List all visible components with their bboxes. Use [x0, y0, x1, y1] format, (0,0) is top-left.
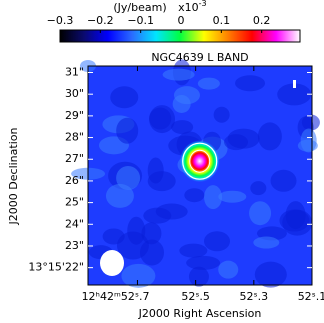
noise-blob	[257, 122, 282, 151]
x-tick-label: 52ˢ.5	[181, 290, 210, 303]
noise-blob	[102, 228, 125, 245]
noise-blob	[270, 169, 297, 192]
frame	[87, 65, 313, 286]
noise-blob	[254, 261, 287, 288]
noise-blob	[186, 255, 221, 270]
x-axis-label: J2000 Right Ascension	[138, 307, 262, 320]
noise-blob	[116, 117, 139, 144]
x-tick-label: 12ʰ42ᵐ52ˢ.7	[82, 290, 150, 303]
stokes-marker	[293, 80, 296, 88]
noise-blob	[227, 128, 260, 149]
colorbar-label: (Jy/beam) x10-3	[113, 0, 206, 14]
noise-blob	[282, 209, 313, 236]
noise-blob	[127, 216, 146, 245]
noise-blob	[110, 86, 139, 109]
y-tick-label: 23"	[65, 239, 84, 252]
noise-blob	[297, 139, 318, 152]
noise-blob	[277, 83, 312, 106]
colorbar-tick-label: −0.2	[87, 14, 114, 27]
y-tick-label: 31"	[65, 66, 84, 79]
noise-blob	[301, 114, 320, 131]
beam	[100, 250, 124, 276]
colorbar-tick-label: 0	[178, 14, 185, 27]
y-tick-label: 28"	[65, 131, 84, 144]
contour	[182, 142, 218, 180]
y-tick-label: 25"	[65, 196, 84, 209]
contour	[189, 149, 211, 173]
noise-blob	[204, 231, 231, 252]
noise-blob	[143, 207, 172, 224]
noise-blob	[213, 106, 230, 123]
noise-blob	[171, 120, 194, 135]
noise-blob	[149, 105, 176, 134]
colorbar-tick-label: 0.2	[253, 14, 271, 27]
colorbar-tick-label: −0.3	[47, 14, 74, 27]
noise-blob	[218, 260, 239, 279]
noise-blob	[141, 222, 162, 245]
colorbar-tick-label: 0.1	[213, 14, 231, 27]
y-tick-label: 30"	[65, 87, 84, 100]
y-tick-label: 26"	[65, 174, 84, 187]
noise-blob	[253, 236, 280, 249]
noise-blob	[249, 201, 272, 226]
noise-blob	[147, 157, 164, 184]
y-axis-label: J2000 Declination	[7, 128, 20, 226]
colorbar-tick-label: −0.1	[127, 14, 154, 27]
noise-blob	[197, 77, 220, 90]
noise-blob	[188, 266, 209, 287]
noise-blob	[179, 243, 208, 258]
noise-blob	[184, 188, 205, 203]
noise-blob	[235, 75, 266, 92]
y-tick-label: 13°15'22"	[28, 261, 84, 274]
colorbar	[59, 29, 301, 43]
noise-blob	[162, 68, 195, 81]
x-tick-label: 52ˢ.1	[298, 290, 324, 303]
noise-blob	[172, 94, 191, 113]
y-tick-label: 29"	[65, 109, 84, 122]
chart-title: NGC4639 L BAND	[151, 51, 248, 64]
y-tick-label: 24"	[65, 217, 84, 230]
y-tick-label: 27"	[65, 152, 84, 165]
noise-blob	[116, 165, 141, 190]
source	[179, 140, 220, 183]
noise-blob	[204, 185, 223, 210]
x-tick-label: 52ˢ.3	[240, 290, 269, 303]
noise-blob	[250, 181, 267, 196]
noise-blob	[105, 183, 134, 208]
noise-blob	[121, 263, 156, 288]
noise-blob	[218, 190, 247, 203]
